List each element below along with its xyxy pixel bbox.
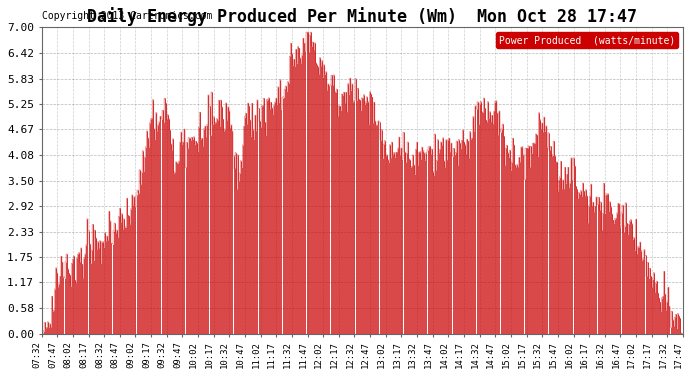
Legend: Power Produced  (watts/minute): Power Produced (watts/minute) xyxy=(496,32,678,48)
Title: Daily Energy Produced Per Minute (Wm)  Mon Oct 28 17:47: Daily Energy Produced Per Minute (Wm) Mo… xyxy=(88,7,638,26)
Text: Copyright 2013 Cartronics.com: Copyright 2013 Cartronics.com xyxy=(41,11,212,21)
